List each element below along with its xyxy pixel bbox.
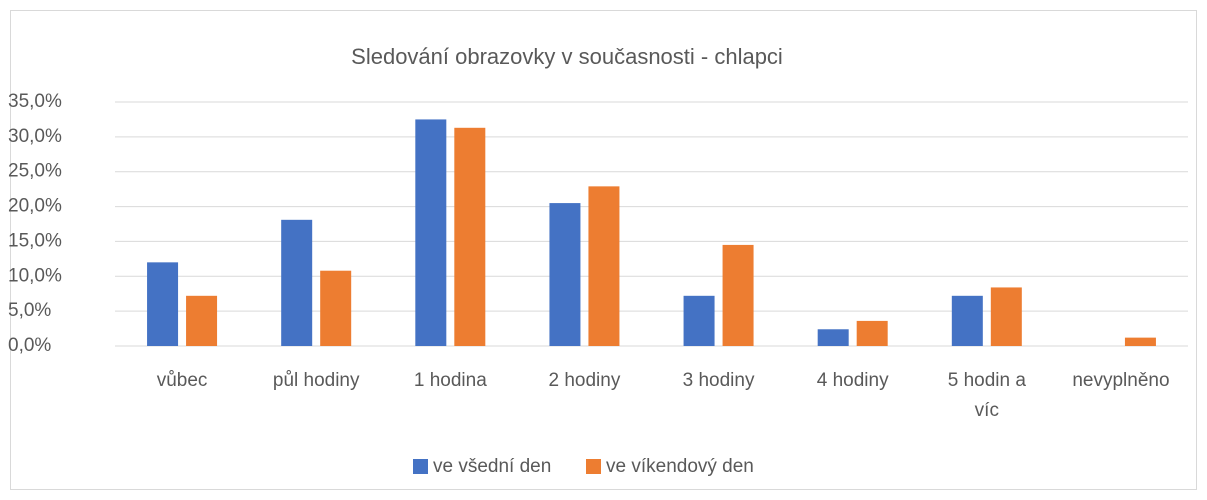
y-tick-label: 30,0% bbox=[8, 126, 62, 147]
bar bbox=[320, 270, 352, 346]
x-tick-label: 1 hodina bbox=[413, 370, 487, 391]
legend-swatch bbox=[413, 459, 428, 474]
bar bbox=[186, 295, 218, 346]
bar bbox=[549, 203, 581, 346]
bar bbox=[817, 329, 849, 346]
bar bbox=[147, 262, 179, 346]
x-tick-label: 4 hodiny bbox=[816, 370, 889, 391]
bar bbox=[990, 287, 1022, 346]
y-tick-label: 35,0% bbox=[8, 91, 62, 112]
x-tick-label: 3 hodiny bbox=[682, 370, 755, 391]
legend-label: ve všední den bbox=[433, 456, 551, 477]
y-tick-label: 20,0% bbox=[8, 196, 62, 217]
bar bbox=[856, 320, 888, 346]
bar bbox=[281, 219, 313, 346]
bar bbox=[454, 127, 486, 347]
y-tick-label: 5,0% bbox=[8, 300, 51, 321]
chart-title: Sledování obrazovky v současnosti - chla… bbox=[351, 44, 783, 69]
x-tick-label: 2 hodiny bbox=[548, 370, 621, 391]
bar bbox=[951, 295, 983, 346]
bar bbox=[1124, 337, 1156, 346]
y-tick-label: 0,0% bbox=[8, 335, 51, 356]
bar bbox=[415, 119, 447, 346]
y-tick-label: 10,0% bbox=[8, 265, 62, 286]
bar bbox=[588, 186, 620, 346]
x-tick-label: vůbec bbox=[156, 370, 208, 391]
y-tick-label: 15,0% bbox=[8, 230, 62, 251]
x-tick-label: nevyplněno bbox=[1072, 370, 1170, 391]
legend-label: ve víkendový den bbox=[606, 456, 754, 477]
x-tick-label: 5 hodin a víc bbox=[947, 370, 1026, 421]
y-tick-label: 25,0% bbox=[8, 161, 62, 182]
bar bbox=[722, 244, 754, 346]
bar bbox=[683, 295, 715, 346]
legend-swatch bbox=[586, 459, 601, 474]
x-tick-label: půl hodiny bbox=[272, 370, 360, 391]
